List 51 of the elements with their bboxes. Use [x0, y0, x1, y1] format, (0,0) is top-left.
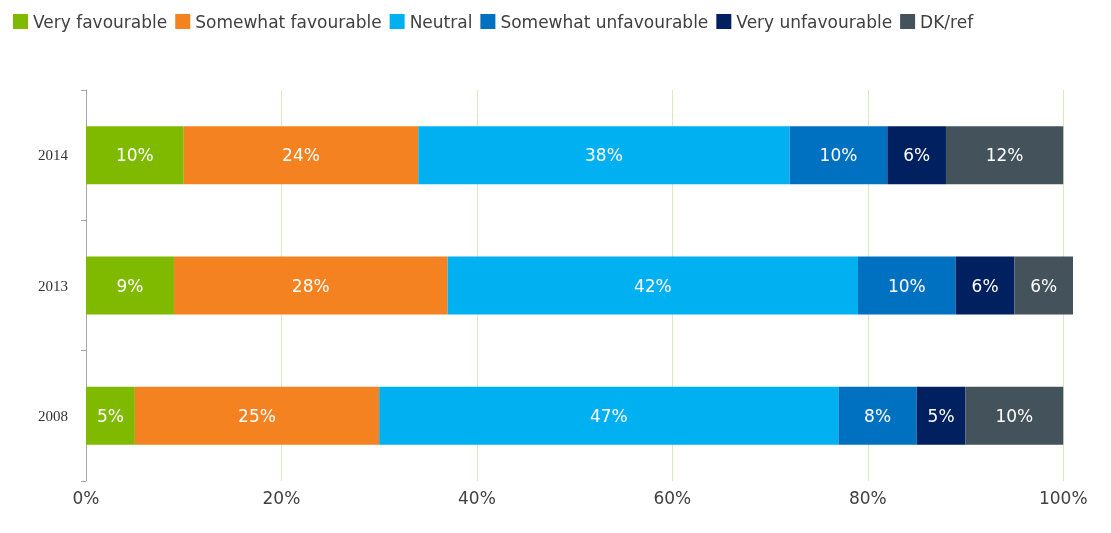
x-tick-label: 60%	[653, 487, 692, 508]
data-label: 10%	[887, 275, 926, 296]
data-label: 6%	[1030, 275, 1058, 296]
data-label: 38%	[585, 145, 623, 166]
data-label: 42%	[633, 275, 672, 296]
bar	[858, 256, 956, 315]
legend-label: Somewhat unfavourable	[500, 11, 709, 32]
data-label: 24%	[282, 145, 320, 166]
bar	[173, 256, 448, 315]
bar	[86, 386, 135, 445]
bar	[789, 126, 888, 185]
x-tick-label: 40%	[457, 487, 496, 508]
x-tick-label: 80%	[848, 487, 887, 508]
bar	[86, 256, 174, 315]
bar	[916, 386, 966, 445]
data-label: 6%	[971, 275, 999, 296]
data-label: 25%	[238, 405, 276, 426]
legend-label: Neutral	[409, 11, 473, 32]
bar	[887, 126, 946, 185]
bar	[134, 386, 380, 445]
bar	[86, 126, 184, 185]
data-label: 5%	[927, 405, 955, 426]
legend-label: DK/ref	[920, 11, 975, 32]
data-label: 10%	[819, 145, 858, 166]
bar	[1014, 256, 1073, 315]
y-tick-label: 2014	[38, 147, 69, 164]
bar	[418, 126, 790, 185]
legend-label: Very unfavourable	[736, 11, 893, 32]
data-label: 10%	[995, 405, 1034, 426]
data-label: 10%	[115, 145, 154, 166]
y-tick-label: 2013	[38, 277, 68, 294]
bar	[183, 126, 419, 185]
x-tick-label: 20%	[262, 487, 301, 508]
data-label: 47%	[589, 405, 628, 426]
x-tick-label: 100%	[1038, 487, 1088, 508]
x-tick-label: 0%	[72, 487, 100, 508]
data-label: 12%	[985, 145, 1024, 166]
y-tick-label: 2008	[38, 407, 68, 424]
legend-label: Very favourable	[33, 11, 168, 32]
data-label: 6%	[903, 145, 931, 166]
data-label: 5%	[96, 405, 124, 426]
bar	[955, 256, 1015, 315]
data-label: 9%	[116, 275, 144, 296]
bar	[447, 256, 859, 315]
legend-label: Somewhat favourable	[195, 11, 382, 32]
data-label: 8%	[864, 405, 892, 426]
bar	[379, 386, 839, 445]
data-label: 28%	[291, 275, 330, 296]
bar	[965, 386, 1064, 445]
bar	[945, 126, 1064, 185]
bar	[838, 386, 917, 445]
